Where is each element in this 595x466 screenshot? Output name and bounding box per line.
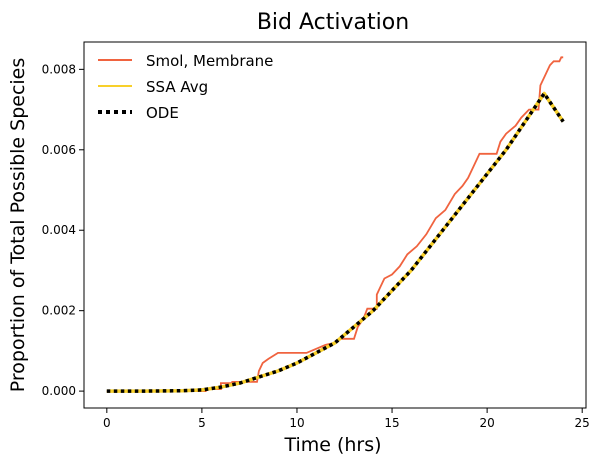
- plot-frame: [83, 41, 587, 409]
- y-tick-label: 0.008: [42, 62, 76, 76]
- series-layer: [106, 56, 565, 393]
- y-tick-label: 0.000: [42, 384, 76, 398]
- chart-title: Bid Activation: [257, 10, 409, 35]
- x-tick-label: 5: [198, 416, 206, 430]
- x-tick-label: 0: [103, 416, 111, 430]
- x-tick-label: 20: [479, 416, 494, 430]
- y-axis-label: Proportion of Total Possible Species: [7, 58, 29, 393]
- x-axis-label: Time (hrs): [283, 434, 381, 456]
- x-tick-label: 10: [289, 416, 304, 430]
- x-tick-label: 15: [384, 416, 399, 430]
- y-tick-label: 0.004: [42, 223, 76, 237]
- y-tick-label: 0.006: [42, 143, 76, 157]
- legend: Smol, Membrane SSA Avg ODE: [98, 52, 273, 122]
- x-tick-label: 25: [575, 416, 590, 430]
- legend-label-ssa-avg: SSA Avg: [146, 78, 208, 96]
- legend-label-smol-membrane: Smol, Membrane: [146, 52, 273, 70]
- series-line-smol-membrane: [106, 56, 564, 392]
- y-tick-label: 0.002: [42, 304, 76, 318]
- tick-layer: 0 5 10 15 20 25 0.000 0.002 0.004 0.006 0.008: [42, 62, 590, 430]
- series-line-ode: [106, 90, 565, 393]
- legend-label-ode: ODE: [146, 104, 179, 122]
